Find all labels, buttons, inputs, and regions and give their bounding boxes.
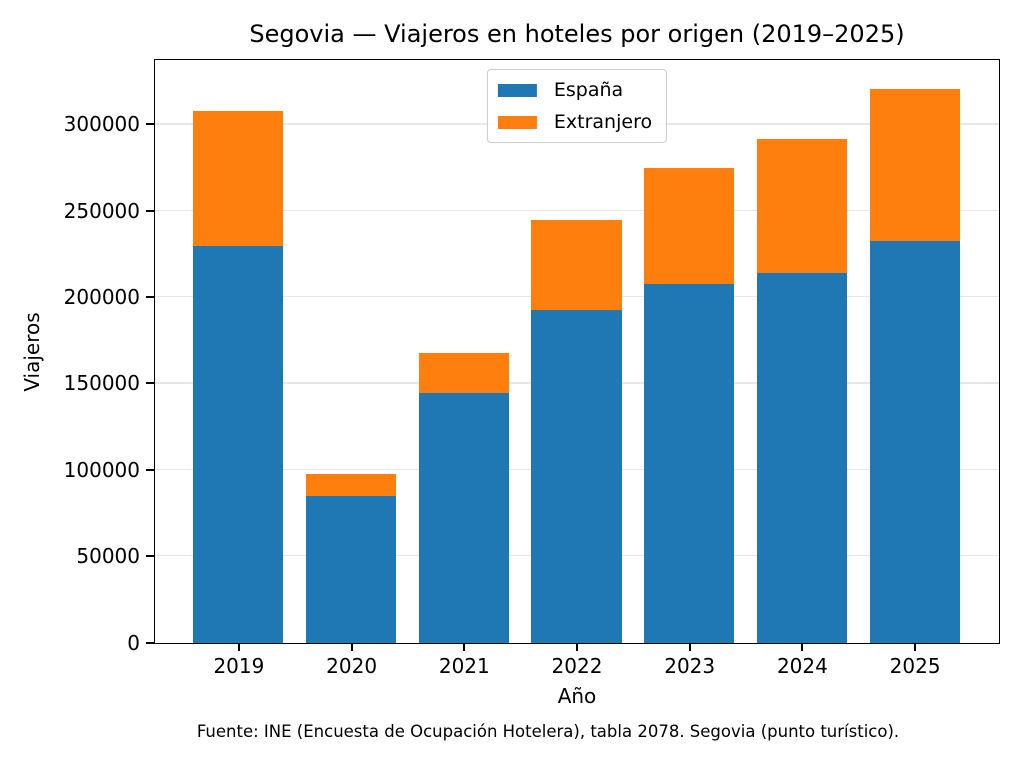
y-tick-mark-250000 [146, 209, 154, 212]
y-tick-label-300000: 300000 [63, 112, 140, 137]
plot-inner [155, 60, 999, 643]
legend-item-espana: España [497, 77, 652, 103]
bar-segment-españa-2022 [531, 309, 622, 643]
x-axis-label: Año [557, 684, 597, 708]
legend: España Extranjero [486, 69, 668, 143]
bar-segment-extranjero-2022 [531, 219, 622, 310]
x-tick-label-2019: 2019 [213, 654, 265, 678]
bar-segment-extranjero-2020 [306, 473, 397, 497]
y-tick-label-100000: 100000 [63, 457, 140, 482]
bar-segment-extranjero-2023 [644, 168, 735, 284]
x-tick-mark-2022 [576, 644, 578, 651]
x-tick-mark-2023 [688, 644, 691, 651]
y-tick-label-150000: 150000 [63, 371, 140, 396]
x-tick-label-2023: 2023 [664, 654, 716, 678]
gridline-250000 [155, 209, 999, 212]
x-tick-label-2021: 2021 [438, 654, 490, 678]
y-tick-label-250000: 250000 [63, 198, 140, 223]
y-tick-mark-50000 [146, 555, 154, 558]
bar-segment-extranjero-2025 [869, 88, 960, 241]
legend-label-extranjero: Extranjero [553, 111, 653, 133]
legend-item-extranjero: Extranjero [497, 109, 653, 135]
bar-segment-extranjero-2024 [756, 138, 847, 274]
y-tick-mark-300000 [146, 123, 154, 126]
y-tick-mark-100000 [146, 468, 154, 471]
y-tick-label-50000: 50000 [76, 544, 140, 569]
y-tick-label-0: 0 [127, 630, 140, 655]
y-tick-label-200000: 200000 [63, 285, 140, 310]
x-tick-mark-2025 [914, 644, 917, 651]
x-tick-mark-2020 [350, 644, 353, 651]
x-tick-mark-2021 [463, 644, 466, 651]
x-tick-label-2024: 2024 [776, 654, 828, 678]
x-tick-label-2025: 2025 [889, 654, 941, 678]
bar-segment-españa-2024 [756, 273, 847, 643]
legend-label-espana: España [553, 79, 624, 101]
y-tick-mark-150000 [146, 382, 154, 385]
x-tick-label-2022: 2022 [551, 654, 603, 678]
y-tick-mark-0 [146, 641, 154, 644]
plot-area: España Extranjero [154, 59, 1000, 644]
chart-title: Segovia — Viajeros en hoteles por origen… [249, 20, 905, 48]
source-caption: Fuente: INE (Encuesta de Ocupación Hotel… [196, 722, 900, 741]
bar-segment-españa-2020 [306, 496, 397, 643]
bar-segment-españa-2019 [193, 245, 284, 643]
bar-segment-extranjero-2021 [418, 352, 509, 393]
bar-segment-extranjero-2019 [193, 111, 284, 246]
x-tick-mark-2019 [237, 644, 240, 651]
bar-segment-españa-2021 [418, 392, 509, 643]
bar-segment-españa-2025 [869, 240, 960, 643]
x-tick-label-2020: 2020 [326, 654, 378, 678]
y-tick-mark-200000 [146, 296, 154, 299]
y-axis-label: Viajeros [20, 312, 44, 392]
espana-color-swatch-icon [497, 83, 537, 97]
extranjero-color-swatch-icon [497, 115, 537, 129]
bar-segment-españa-2023 [644, 283, 735, 643]
x-tick-mark-2024 [801, 644, 804, 651]
